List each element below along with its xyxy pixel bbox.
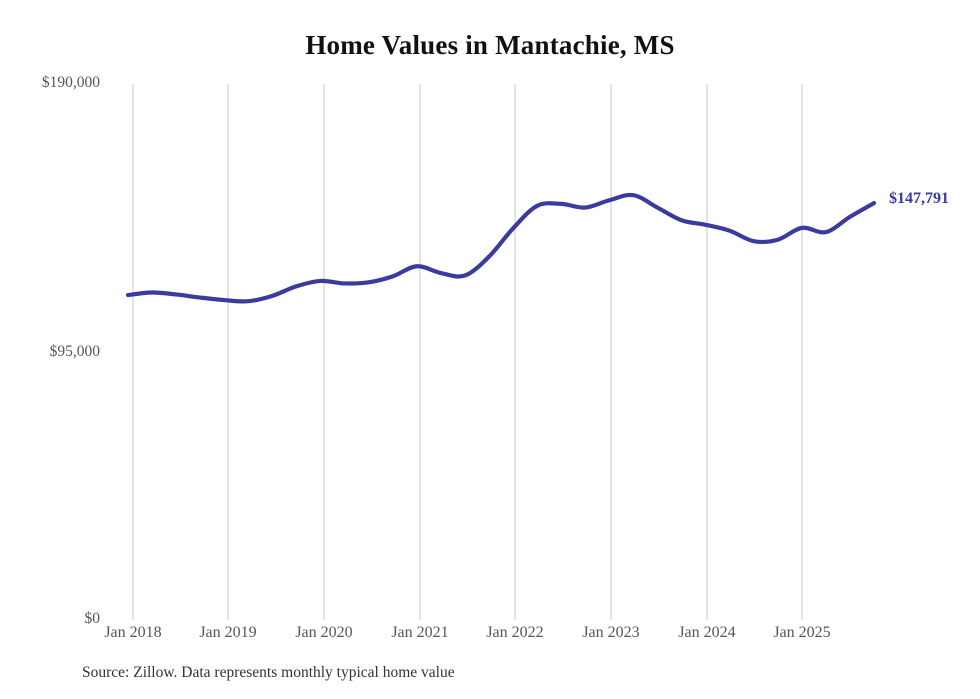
x-tick-label: Jan 2021 — [391, 624, 449, 641]
x-tick-label: Jan 2020 — [295, 624, 353, 641]
x-tick-label: Jan 2022 — [486, 624, 544, 641]
x-tick-label: Jan 2024 — [678, 624, 736, 641]
y-tick-label: $0 — [84, 610, 101, 627]
x-tick-label: Jan 2023 — [582, 624, 640, 641]
x-tick-label: Jan 2019 — [199, 624, 257, 641]
x-tick-label: Jan 2025 — [773, 624, 831, 641]
vertical-gridlines — [132, 84, 803, 620]
y-tick-label: $95,000 — [49, 343, 100, 360]
end-value-label: $147,791 — [889, 190, 949, 208]
chart-title: Home Values in Mantachie, MS — [305, 30, 675, 60]
source-note: Source: Zillow. Data represents monthly … — [82, 664, 455, 681]
x-tick-label: Jan 2018 — [104, 624, 162, 641]
home-value-line — [125, 192, 877, 304]
y-tick-label: $190,000 — [41, 74, 100, 91]
